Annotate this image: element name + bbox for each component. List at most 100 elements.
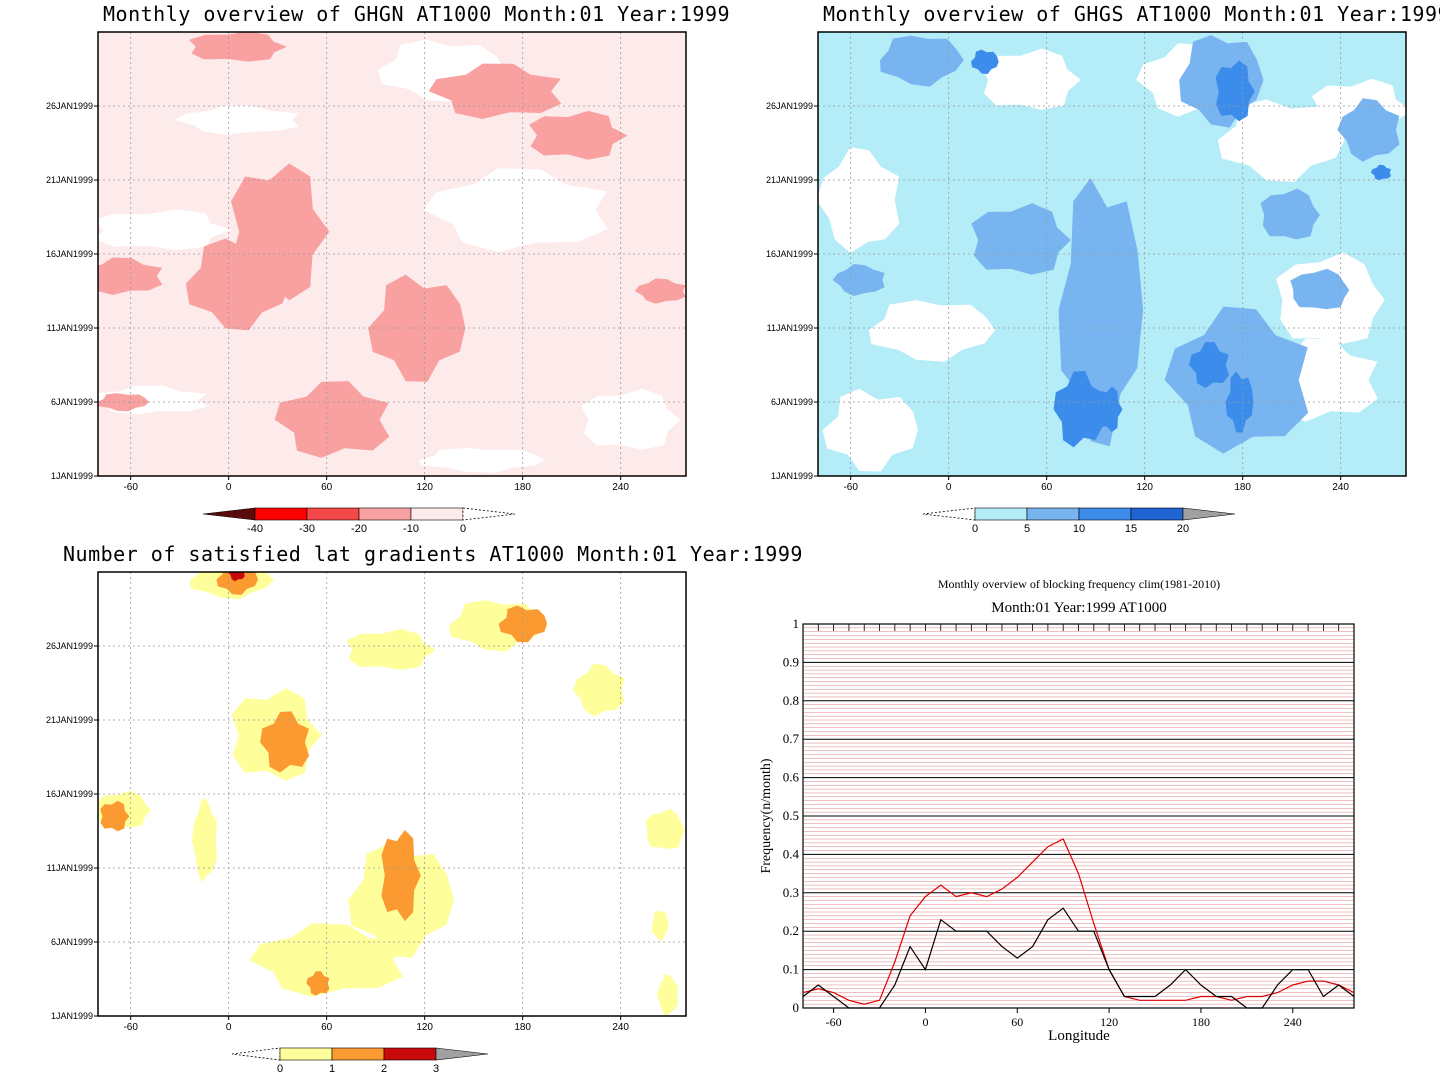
colorbar-label: 2 xyxy=(381,1063,387,1075)
frequency-title: Monthly overview of blocking frequency c… xyxy=(938,577,1220,591)
y-tick-label: 26JAN1999 xyxy=(46,101,93,111)
contour-blob xyxy=(216,572,258,595)
x-tick-label: -60 xyxy=(123,482,138,493)
y-tick-label: 16JAN1999 xyxy=(46,249,93,259)
y-tick-label: 0.2 xyxy=(783,923,799,938)
axes: -60 0 60 120 180 240 1JAN1999 6JAN1999 11JAN1999… xyxy=(46,571,687,1033)
contour-blob xyxy=(306,971,330,996)
y-tick-label: 11JAN1999 xyxy=(47,863,93,873)
y-tick-label: 0.8 xyxy=(783,693,799,708)
colorbar-label: 1 xyxy=(329,1063,335,1075)
colorbar-segment xyxy=(974,507,1028,521)
field-gap xyxy=(98,209,233,251)
x-tick-label: 0 xyxy=(226,482,232,493)
y-tick-label: 11JAN1999 xyxy=(767,323,813,333)
contour-blob xyxy=(971,49,999,74)
y-tick-label: 16JAN1999 xyxy=(46,789,93,799)
contour-field xyxy=(98,32,686,476)
contour-low xyxy=(645,808,685,850)
contour-mid xyxy=(832,264,885,296)
colorbar-segment xyxy=(306,507,360,521)
colorbar-right-triangle xyxy=(462,507,516,521)
ghgs-panel: Monthly overview of GHGS AT1000 Month:01… xyxy=(720,0,1440,545)
colorbar-segment xyxy=(358,507,412,521)
colorbar-label: -30 xyxy=(299,523,315,535)
colorbar-label: 0 xyxy=(460,523,466,535)
contour-low xyxy=(652,910,669,942)
axes: -60 0 60 120 180 240 1JAN1999 6JAN1999 11JAN1999… xyxy=(766,31,1407,493)
contour-mid xyxy=(1290,268,1350,310)
y-tick-label: 26JAN1999 xyxy=(46,641,93,651)
contour-mid xyxy=(880,35,964,87)
x-tick-label: 240 xyxy=(612,1022,629,1033)
contour-mid xyxy=(1337,98,1400,162)
contour-blob xyxy=(186,238,290,331)
plot-frame xyxy=(802,623,1355,1009)
x-tick-label: 240 xyxy=(612,482,629,493)
y-tick-label: 1JAN1999 xyxy=(51,471,93,481)
y-tick-label: 21JAN1999 xyxy=(46,175,93,185)
frequency-chart: Monthly overview of blocking frequency c… xyxy=(759,577,1355,1044)
y-tick-label: 0.7 xyxy=(783,731,800,746)
colorbar-segment xyxy=(383,1047,437,1061)
y-tick-label: 0.9 xyxy=(783,654,799,669)
colorbar-label: 20 xyxy=(1177,523,1189,535)
x-tick-label: 180 xyxy=(1192,1015,1210,1029)
colorbar-left-triangle xyxy=(922,507,976,521)
x-tick-label: 60 xyxy=(1041,482,1053,493)
y-tick-label: 0.1 xyxy=(783,962,799,977)
contour-low xyxy=(191,797,217,883)
contour-low xyxy=(572,663,625,717)
series-line-1 xyxy=(802,838,1355,1005)
colorbar-label: 0 xyxy=(277,1063,283,1075)
axes: -60 0 60 120 180 240 1JAN1999 6JAN1999 11JAN1999… xyxy=(46,31,687,493)
colorbar-right-triangle xyxy=(435,1047,489,1061)
y-tick-label: 6JAN1999 xyxy=(51,397,93,407)
field-gap xyxy=(418,448,546,473)
plot-area: -60 0 60 120 180 240 0 0.1 0.2 0.3 0.4 0.5 0.6 0.7 0.8… xyxy=(783,616,1355,1029)
colorbar-left-triangle xyxy=(231,1047,281,1061)
x-tick-label: 0 xyxy=(946,482,952,493)
x-tick-label: 240 xyxy=(1332,482,1349,493)
field-gap xyxy=(822,388,918,472)
colorbar-label: -40 xyxy=(247,523,263,535)
ghgn-panel: Monthly overview of GHGN AT1000 Month:01… xyxy=(0,0,730,545)
field-gap xyxy=(981,48,1081,110)
ghgn-title: Monthly overview of GHGN AT1000 Month:01… xyxy=(103,2,731,26)
colorbar-segment xyxy=(254,507,308,521)
colorbar: 0 1 2 3 xyxy=(231,1047,489,1075)
colorbar-label: 5 xyxy=(1024,523,1030,535)
x-tick-label: 180 xyxy=(514,482,531,493)
x-tick-label: 180 xyxy=(1234,482,1251,493)
y-tick-label: 1JAN1999 xyxy=(771,471,813,481)
colorbar-label: 0 xyxy=(972,523,978,535)
contour-blob xyxy=(228,572,245,582)
field-gap xyxy=(868,300,996,362)
ghgs-chart: -60 0 60 120 180 240 1JAN1999 6JAN1999 11JAN1999… xyxy=(766,31,1407,535)
y-tick-label: 0.5 xyxy=(783,808,799,823)
y-tick-label: 1JAN1999 xyxy=(51,1011,93,1021)
contour-blob xyxy=(100,800,130,832)
colorbar-segment xyxy=(1130,507,1184,521)
colorbar-segment xyxy=(410,507,464,521)
colorbar: -40 -30 -20 -10 0 xyxy=(202,507,516,535)
field-gap xyxy=(581,388,681,450)
colorbar-left-triangle xyxy=(202,507,256,521)
x-tick-label: 240 xyxy=(1284,1015,1302,1029)
x-tick-label: 60 xyxy=(321,482,333,493)
contour-blob xyxy=(634,278,686,304)
x-tick-label: -60 xyxy=(826,1015,842,1029)
y-tick-label: 11JAN1999 xyxy=(47,323,93,333)
y-tick-label: 6JAN1999 xyxy=(771,397,813,407)
colorbar-label: 3 xyxy=(433,1063,439,1075)
ghgs-title: Monthly overview of GHGS AT1000 Month:01… xyxy=(823,2,1440,26)
y-tick-label: 21JAN1999 xyxy=(766,175,813,185)
colorbar: 0 5 10 15 20 xyxy=(922,507,1236,535)
colorbar-label: 15 xyxy=(1125,523,1137,535)
colorbar-segment xyxy=(1078,507,1132,521)
colorbar-segment xyxy=(331,1047,385,1061)
x-tick-label: 0 xyxy=(922,1015,928,1029)
y-tick-label: 1 xyxy=(793,616,800,631)
gradients-chart: -60 0 60 120 180 2401JAN19996JAN199911JAN1999… xyxy=(46,571,687,1075)
colorbar-segment xyxy=(1026,507,1080,521)
